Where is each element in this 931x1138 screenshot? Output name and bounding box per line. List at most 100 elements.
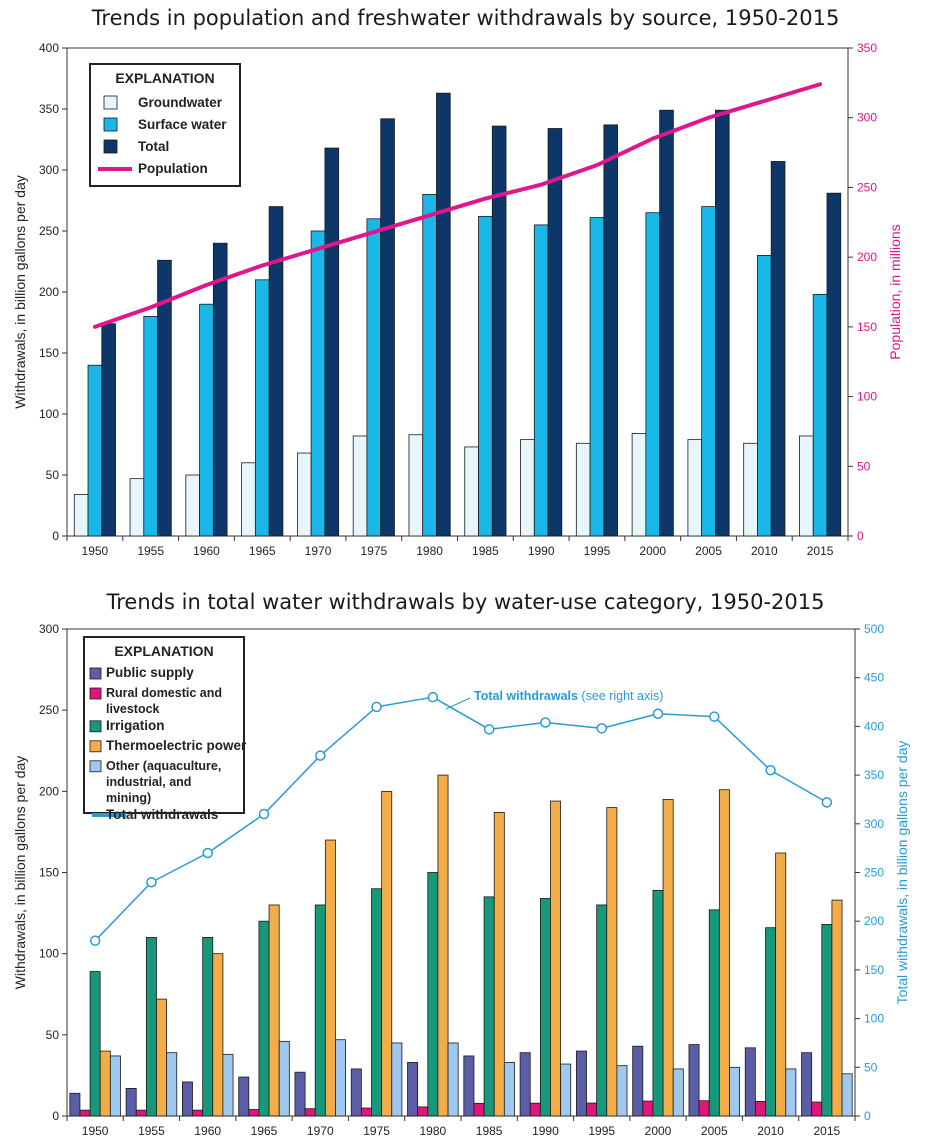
y2-tick-label: 400 (864, 719, 884, 733)
bar-rural-domestic-and-livestock-2010 (754, 1100, 766, 1117)
bar-surface-water-2005 (701, 206, 716, 537)
bar-rural-domestic-and-livestock-1985 (473, 1102, 485, 1117)
bar-other-aquaculture-industrial-and-mining-2005 (729, 1066, 741, 1117)
x-tick-label: 1950 (82, 1124, 109, 1138)
bar-public-supply-1950 (69, 1092, 81, 1117)
bar-public-supply-2015 (801, 1052, 813, 1117)
bar-rural-domestic-and-livestock-1975 (360, 1107, 372, 1117)
legend-label-other-aquaculture-industrial-and-mining-1: industrial, and (106, 775, 191, 789)
y2-tick-label: 100 (864, 1012, 884, 1026)
bar-surface-water-1965 (254, 279, 270, 537)
annotation-sub: (see right axis) (578, 689, 663, 703)
bar-thermoelectric-power-1960 (212, 953, 224, 1117)
y-tick-label: 50 (46, 468, 60, 482)
bar-public-supply-1960 (181, 1081, 193, 1117)
bar-irrigation-1980 (427, 872, 439, 1117)
legend-title: EXPLANATION (114, 643, 213, 659)
bar-groundwater-2005 (687, 439, 703, 537)
line-population (92, 82, 823, 329)
legend-swatch-groundwater (103, 95, 118, 110)
bar-other-aquaculture-industrial-and-mining-2010 (785, 1068, 797, 1117)
bar-irrigation-2000 (652, 889, 664, 1117)
bar-thermoelectric-power-1970 (324, 839, 336, 1117)
bar-irrigation-1950 (89, 971, 101, 1117)
point-total-withdrawals-1985 (483, 724, 495, 735)
bar-thermoelectric-power-1985 (493, 812, 505, 1117)
point-total-withdrawals-1960 (202, 847, 213, 859)
x-tick-label: 1975 (363, 1124, 390, 1138)
bar-groundwater-1965 (241, 462, 256, 537)
point-total-withdrawals-1965 (258, 808, 270, 820)
bar-surface-water-1955 (143, 315, 158, 537)
y-tick-label: 50 (46, 1028, 60, 1042)
total-withdrawals-annotation: Total withdrawals (see right axis) (474, 689, 663, 703)
bar-public-supply-1970 (294, 1071, 306, 1117)
bar-total-1995 (603, 124, 619, 537)
x-tick-label: 1990 (532, 1124, 559, 1138)
bar-irrigation-2005 (708, 909, 720, 1117)
y-tick-label: 300 (39, 622, 59, 636)
x-tick-label: 2010 (757, 1124, 784, 1138)
point-total-withdrawals-1995 (596, 723, 607, 734)
bar-thermoelectric-power-2005 (718, 789, 730, 1117)
bar-irrigation-1955 (145, 937, 157, 1117)
legend-swatch-total (103, 139, 118, 154)
bar-surface-water-2015 (812, 294, 828, 537)
bar-public-supply-1965 (238, 1076, 250, 1117)
bar-surface-water-1990 (533, 224, 549, 537)
bar-rural-domestic-and-livestock-1980 (417, 1106, 429, 1117)
x-tick-label: 1955 (138, 1124, 165, 1138)
legend-label-other-aquaculture-industrial-and-mining-0: Other (aquaculture, (106, 759, 221, 773)
bar-thermoelectric-power-1975 (381, 790, 393, 1117)
point-total-withdrawals-2005 (709, 711, 720, 722)
x-tick-label: 2005 (701, 1124, 728, 1138)
bar-total-1980 (436, 92, 451, 537)
legend-label-total: Total (138, 139, 169, 154)
legend-label-rural-domestic-and-livestock-0: Rural domestic and (106, 686, 222, 700)
x-tick-label: 1960 (194, 1124, 221, 1138)
bar-total-1965 (268, 206, 284, 537)
bar-other-aquaculture-industrial-and-mining-1990 (560, 1063, 572, 1117)
y2-tick-label: 450 (864, 671, 884, 685)
annotation-leader (445, 697, 471, 710)
y2-tick-label: 0 (864, 1109, 871, 1123)
y2-tick-label: 150 (864, 963, 884, 977)
bar-thermoelectric-power-2010 (775, 852, 787, 1117)
x-tick-label: 2015 (807, 544, 834, 558)
bar-irrigation-1970 (314, 904, 326, 1117)
bar-other-aquaculture-industrial-and-mining-2015 (841, 1073, 853, 1117)
y-tick-label: 200 (39, 285, 59, 299)
point-total-withdrawals-1950 (89, 935, 101, 946)
y2-tick-label: 350 (857, 41, 877, 55)
bar-groundwater-1985 (464, 446, 479, 537)
legend-label-surface-water: Surface water (138, 117, 227, 132)
bar-total-1975 (380, 118, 395, 537)
bar-rural-domestic-and-livestock-1970 (304, 1108, 316, 1117)
x-tick-label: 1970 (307, 1124, 334, 1138)
bar-thermoelectric-power-1950 (99, 1050, 111, 1117)
bar-other-aquaculture-industrial-and-mining-1975 (391, 1042, 403, 1117)
bar-groundwater-1950 (73, 494, 89, 537)
legend-swatch-other-aquaculture-industrial-and-mining (89, 760, 102, 773)
x-tick-label: 1995 (588, 1124, 615, 1138)
bar-surface-water-1975 (366, 218, 382, 537)
point-total-withdrawals-2015 (821, 797, 833, 808)
y-tick-label: 0 (52, 1109, 59, 1123)
y-axis-label: Withdrawals, in billion gallons per day (12, 175, 28, 408)
bar-groundwater-1995 (575, 442, 591, 537)
bar-other-aquaculture-industrial-and-mining-1965 (278, 1040, 290, 1117)
x-tick-label: 1985 (472, 544, 499, 558)
y2-tick-label: 50 (857, 459, 871, 473)
bar-surface-water-1970 (310, 230, 326, 537)
bar-total-1970 (324, 147, 340, 537)
bar-groundwater-2000 (631, 433, 647, 537)
bar-groundwater-1980 (408, 434, 424, 537)
y-tick-label: 250 (39, 224, 59, 238)
bar-thermoelectric-power-1990 (550, 800, 562, 1117)
bar-other-aquaculture-industrial-and-mining-1950 (109, 1055, 121, 1117)
bar-rural-domestic-and-livestock-1955 (135, 1109, 147, 1117)
x-tick-label: 1990 (528, 544, 555, 558)
y-tick-label: 0 (52, 529, 59, 543)
chart-title-1: Trends in population and freshwater with… (91, 6, 840, 30)
bar-thermoelectric-power-2000 (662, 799, 674, 1117)
